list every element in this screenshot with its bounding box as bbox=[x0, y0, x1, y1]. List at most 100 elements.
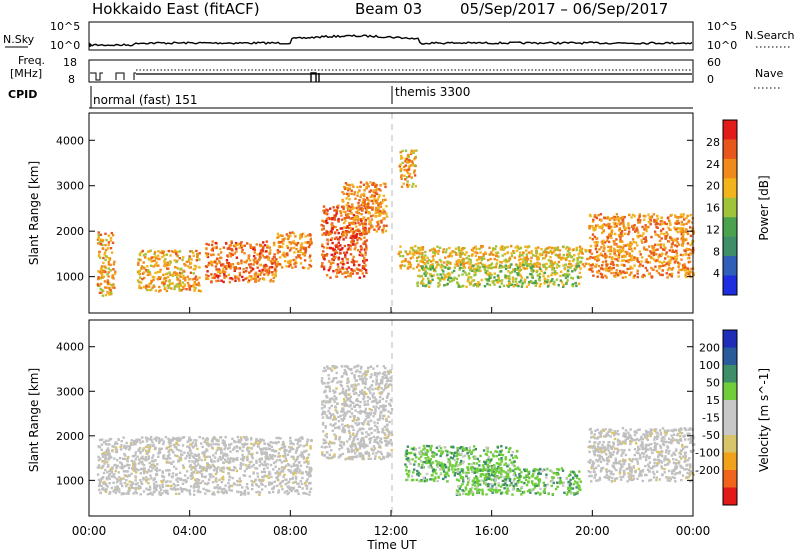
power-cell bbox=[562, 257, 565, 260]
power-cell bbox=[470, 281, 473, 284]
power-cell bbox=[664, 237, 667, 240]
power-cell bbox=[325, 208, 328, 211]
power-cell bbox=[407, 265, 410, 269]
power-cell bbox=[662, 232, 666, 236]
power-cell bbox=[367, 185, 370, 188]
power-cell bbox=[215, 257, 219, 260]
power-cell bbox=[440, 277, 443, 281]
velocity-cell bbox=[167, 440, 171, 444]
power-cell bbox=[521, 282, 524, 285]
power-cell bbox=[233, 275, 237, 278]
power-cell bbox=[158, 285, 161, 289]
power-cell bbox=[265, 269, 268, 273]
velocity-cell bbox=[110, 456, 113, 459]
velocity-cell bbox=[129, 443, 133, 447]
power-cell bbox=[266, 273, 270, 277]
power-cell bbox=[504, 276, 507, 280]
power-cell bbox=[404, 258, 407, 261]
power-cell bbox=[348, 223, 351, 226]
velocity-cell bbox=[212, 443, 215, 446]
velocity-cell bbox=[139, 493, 142, 496]
power-cell bbox=[365, 239, 368, 242]
power-cell bbox=[374, 199, 377, 203]
power-cell bbox=[633, 256, 636, 259]
power-cell bbox=[345, 251, 349, 254]
power-cell bbox=[501, 254, 504, 257]
power-cell bbox=[439, 265, 442, 269]
power-cell bbox=[142, 261, 145, 264]
power-cell bbox=[102, 270, 105, 274]
power-cell bbox=[591, 238, 594, 241]
velocity-cell bbox=[98, 446, 102, 449]
velocity-cell bbox=[126, 460, 129, 463]
velocity-cell bbox=[243, 470, 247, 473]
velocity-cell bbox=[294, 475, 298, 479]
velocity-cell bbox=[174, 454, 177, 457]
power-cell bbox=[673, 226, 676, 229]
power-cell bbox=[417, 255, 421, 258]
power-cell bbox=[207, 264, 210, 267]
velocity-cell bbox=[296, 464, 299, 468]
velocity-cell bbox=[167, 450, 170, 454]
power-cell bbox=[431, 278, 434, 281]
velocity-cell bbox=[297, 492, 300, 495]
power-cell bbox=[571, 264, 574, 267]
power-cell bbox=[236, 261, 240, 265]
velocity-cell bbox=[186, 445, 189, 448]
velocity-cell bbox=[116, 442, 119, 445]
power-cell bbox=[403, 165, 406, 169]
velocity-cell bbox=[356, 399, 360, 403]
power-cell bbox=[211, 276, 214, 280]
power-cell bbox=[610, 225, 613, 229]
velocity-cell bbox=[149, 491, 152, 495]
power-cell bbox=[443, 275, 447, 279]
power-cell bbox=[351, 239, 354, 242]
power-cell bbox=[442, 265, 445, 268]
velocity-cell bbox=[190, 452, 193, 455]
velocity-cell bbox=[251, 456, 254, 460]
velocity-cell bbox=[217, 466, 220, 469]
power-cell bbox=[343, 221, 346, 225]
velocity-cell bbox=[112, 445, 115, 448]
velocity-cell bbox=[246, 438, 249, 441]
power-cell bbox=[500, 264, 503, 268]
power-cell bbox=[543, 280, 547, 284]
power-cell bbox=[422, 277, 425, 281]
velocity-cell bbox=[108, 452, 111, 455]
power-cell bbox=[358, 189, 361, 192]
power-cell bbox=[426, 256, 429, 260]
power-cell bbox=[412, 267, 415, 270]
velocity-cell bbox=[188, 465, 191, 468]
power-cell bbox=[270, 266, 274, 269]
velocity-cell bbox=[289, 469, 292, 472]
power-cell bbox=[568, 254, 571, 257]
power-cell bbox=[676, 261, 680, 264]
power-cell bbox=[427, 267, 430, 271]
power-cell bbox=[274, 270, 278, 273]
power-cell bbox=[157, 276, 161, 279]
velocity-cell bbox=[285, 459, 288, 462]
power-cell bbox=[608, 218, 612, 222]
velocity-cell bbox=[161, 474, 164, 478]
power-cell bbox=[618, 227, 621, 230]
power-cell bbox=[604, 260, 608, 263]
velocity-cell bbox=[228, 466, 231, 470]
velocity-cell bbox=[309, 466, 312, 470]
power-cell bbox=[611, 261, 615, 264]
power-cell bbox=[610, 232, 614, 235]
velocity-cell bbox=[251, 452, 254, 456]
power-cell bbox=[457, 285, 460, 288]
power-cell bbox=[628, 246, 631, 250]
power-cell bbox=[348, 208, 351, 211]
power-cell bbox=[539, 253, 542, 257]
power-cell bbox=[495, 263, 498, 266]
power-cell bbox=[398, 165, 401, 168]
power-cell bbox=[293, 251, 296, 254]
power-cell bbox=[538, 263, 542, 266]
velocity-cell bbox=[123, 481, 127, 485]
power-cell bbox=[321, 253, 324, 256]
power-cell bbox=[267, 268, 271, 271]
power-cell bbox=[475, 269, 479, 272]
velocity-cell bbox=[96, 473, 100, 476]
power-cell bbox=[240, 246, 243, 249]
